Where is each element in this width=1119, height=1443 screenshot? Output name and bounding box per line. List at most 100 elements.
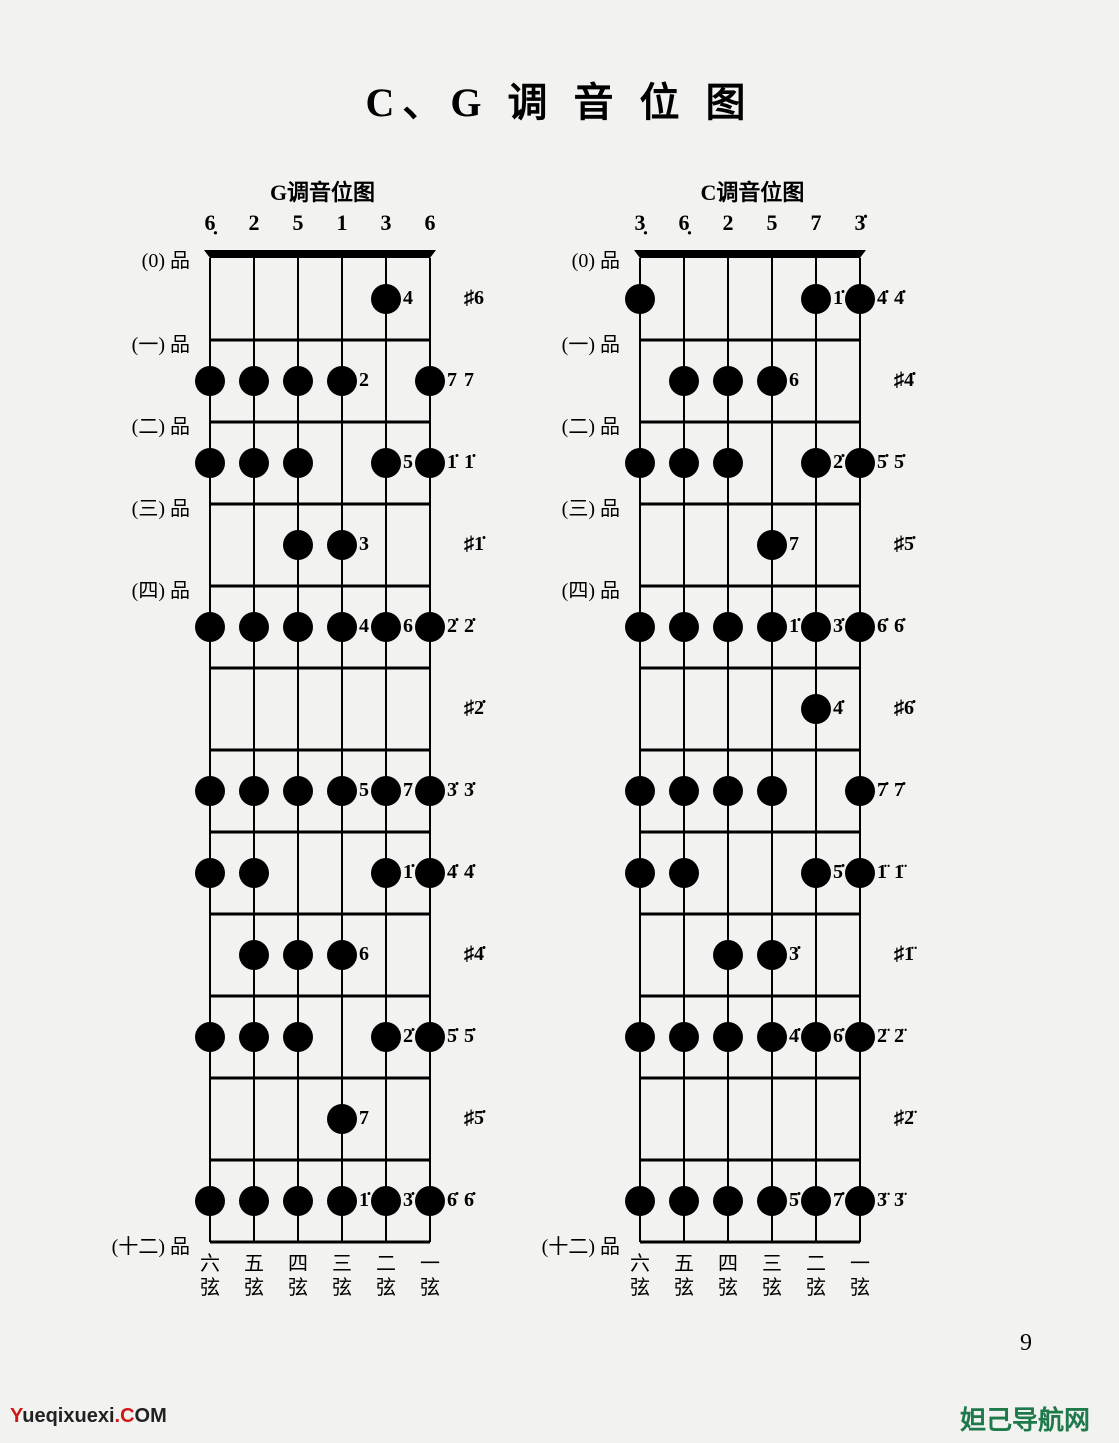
note-dot [327,1186,357,1216]
note-dot [801,1186,831,1216]
note-dot [713,366,743,396]
note-dot [845,448,875,478]
note-dot [845,776,875,806]
note-label: 7 [447,369,457,392]
note-dot [801,284,831,314]
open-note: 6̣ [674,210,694,236]
note-dot [327,366,357,396]
right-note: 7 [464,369,474,392]
note-dot [801,612,831,642]
note-dot [625,858,655,888]
note-dot [757,1186,787,1216]
note-dot [669,366,699,396]
right-note: 1̈ [894,861,904,884]
string-label: 三弦 [330,1252,354,1300]
note-dot [283,530,313,560]
note-label: 6̇ [833,1025,843,1048]
note-dot [845,1186,875,1216]
note-dot [415,1186,445,1216]
note-label: 3̈ [877,1189,887,1212]
note-dot [625,1186,655,1216]
note-label: 1̇ [403,861,413,884]
fret-label: (三) 品 [520,492,620,521]
note-label: 6̇ [877,615,887,638]
note-dot [757,940,787,970]
diagram-g-key: G调音位图6̣25136(0) 品(一) 品(二) 品(三) 品(四) 品(十二… [200,0,595,1350]
note-dot [239,858,269,888]
note-dot [669,612,699,642]
note-label: 3̇ [403,1189,413,1212]
right-note: 2̈ [894,1025,904,1048]
string-label: 二弦 [374,1252,398,1300]
subtitle: G调音位图 [200,175,445,207]
note-label: 6 [403,615,413,638]
right-note: ♯1̈ [894,943,914,966]
note-label: 7̇ [877,779,887,802]
note-dot [757,530,787,560]
watermark-right: 妲己导航网 [960,1400,1090,1437]
string-label: 三弦 [760,1252,784,1300]
right-note: 3̈ [894,1189,904,1212]
note-dot [195,612,225,642]
note-label: 2̇ [403,1025,413,1048]
right-note: ♯4̇ [464,943,484,966]
note-dot [415,366,445,396]
note-dot [415,448,445,478]
note-dot [415,858,445,888]
note-label: 4̇ [877,287,887,310]
watermark-left: Yueqixuexi.COM [10,1405,167,1428]
note-dot [713,448,743,478]
right-note: 2̇ [464,615,474,638]
note-dot [195,1022,225,1052]
open-note: 3 [376,210,396,236]
string-label: 六弦 [198,1252,222,1300]
note-dot [625,284,655,314]
note-dot [239,1022,269,1052]
note-dot [283,448,313,478]
open-note: 5 [288,210,308,236]
open-note: 6̣ [200,210,220,236]
note-label: 2̇ [447,615,457,638]
note-label: 5 [359,779,369,802]
fret-label: (二) 品 [520,410,620,439]
right-note: 5̇ [464,1025,474,1048]
note-dot [239,776,269,806]
note-dot [239,366,269,396]
string-label: 四弦 [286,1252,310,1300]
right-note: ♯6 [464,287,484,310]
note-dot [625,448,655,478]
right-note: 1̇ [464,451,474,474]
fret-label: (一) 品 [520,328,620,357]
string-label: 五弦 [672,1252,696,1300]
note-label: 3̇ [833,615,843,638]
note-dot [801,858,831,888]
note-dot [669,858,699,888]
fret-label: (0) 品 [520,244,620,273]
note-label: 5̇ [447,1025,457,1048]
right-note: 7̇ [894,779,904,802]
right-note: ♯5̇ [464,1107,484,1130]
note-dot [195,858,225,888]
note-dot [669,1186,699,1216]
note-dot [713,1186,743,1216]
fret-label: (四) 品 [90,574,190,603]
open-note: 7 [806,210,826,236]
note-label: 4 [359,615,369,638]
note-label: 6 [789,369,799,392]
fret-label: (三) 品 [90,492,190,521]
note-dot [283,1022,313,1052]
note-dot [625,1022,655,1052]
right-note: 6̇ [894,615,904,638]
note-dot [371,1022,401,1052]
fret-label: (四) 品 [520,574,620,603]
open-note: 1 [332,210,352,236]
right-note: ♯4̇ [894,369,914,392]
string-label: 四弦 [716,1252,740,1300]
note-label: 3̇ [789,943,799,966]
note-label: 7 [403,779,413,802]
open-note: 3̣ [630,210,650,236]
note-dot [801,694,831,724]
note-label: 5 [403,451,413,474]
right-note: ♯1̇ [464,533,484,556]
right-note: 4̇ [464,861,474,884]
